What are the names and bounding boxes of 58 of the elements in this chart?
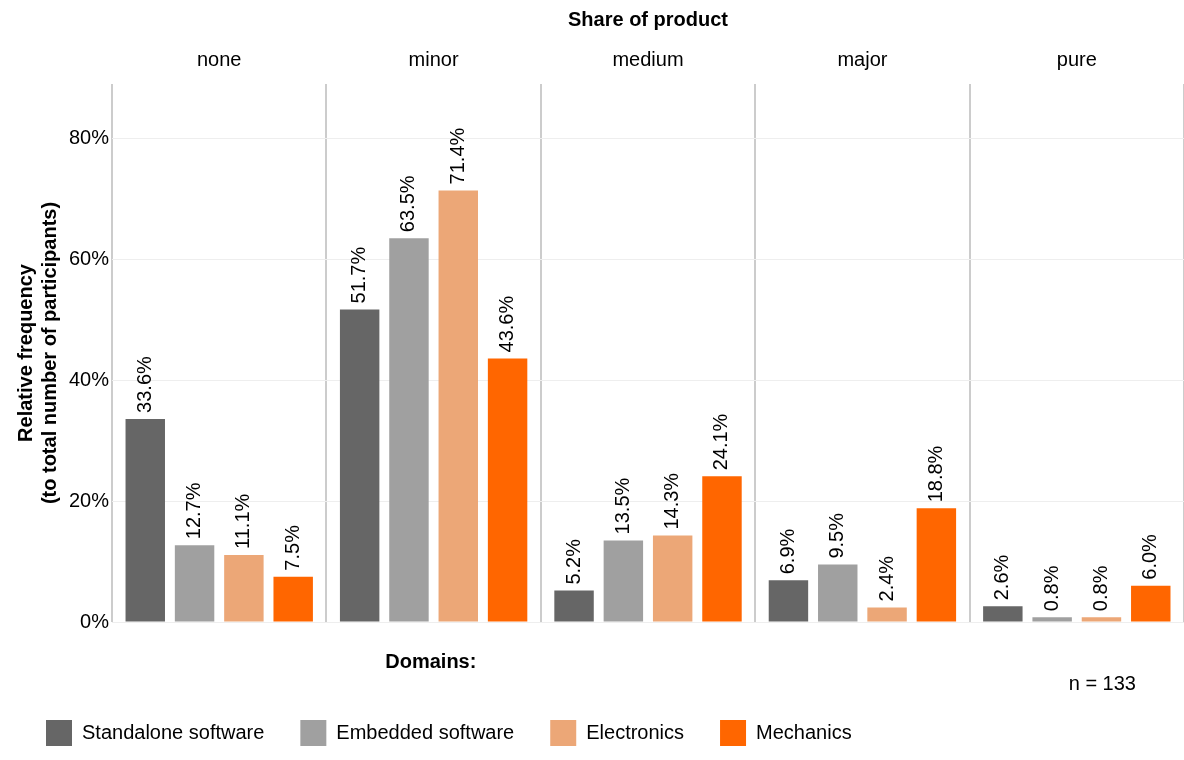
bar bbox=[1131, 585, 1171, 622]
legend-label: Standalone software bbox=[82, 720, 265, 743]
x-tick-label: minor bbox=[408, 47, 459, 70]
bar bbox=[438, 190, 478, 622]
data-label: 11.1% bbox=[231, 493, 254, 549]
bar bbox=[389, 238, 429, 622]
data-label: 0.8% bbox=[1088, 565, 1111, 612]
y-axis-title: Relative frequency (to total number of participants) bbox=[13, 201, 60, 505]
data-label: 71.4% bbox=[445, 127, 468, 185]
bar bbox=[487, 358, 528, 622]
data-label: 33.6% bbox=[132, 355, 155, 413]
data-label: 24.1% bbox=[709, 413, 732, 471]
y-tick-label: 0% bbox=[80, 609, 110, 632]
data-label: 2.6% bbox=[990, 554, 1013, 601]
text: n = 133 bbox=[1068, 672, 1136, 695]
bar bbox=[125, 418, 165, 622]
y-tick-label: 80% bbox=[69, 125, 110, 148]
data-label: 6.0% bbox=[1138, 533, 1161, 580]
bar bbox=[273, 576, 313, 622]
data-label: 2.4% bbox=[874, 555, 897, 602]
x-tick-label: major bbox=[837, 47, 888, 70]
x-axis-title: Share of product bbox=[568, 7, 729, 30]
bar bbox=[652, 535, 693, 622]
legend-label: Mechanics bbox=[756, 720, 852, 743]
bar bbox=[339, 309, 380, 622]
data-label: 14.3% bbox=[660, 472, 683, 530]
x-tick-label: none bbox=[196, 47, 242, 70]
bar bbox=[1081, 617, 1122, 622]
bar bbox=[818, 564, 858, 622]
x-tick-label: pure bbox=[1056, 47, 1097, 70]
bar bbox=[768, 580, 809, 622]
bar bbox=[224, 554, 264, 622]
bar bbox=[603, 540, 644, 622]
data-label: 12.7% bbox=[182, 482, 205, 540]
data-label: 0.8% bbox=[1039, 565, 1062, 612]
data-label: 51.7% bbox=[347, 246, 370, 304]
data-label: 18.8% bbox=[923, 445, 946, 503]
data-label: 9.5% bbox=[825, 512, 848, 559]
legend-label: Electronics bbox=[586, 720, 685, 743]
legend-title: Domains: bbox=[385, 649, 477, 672]
data-label: 5.2% bbox=[561, 538, 584, 585]
data-label: 63.5% bbox=[396, 175, 419, 233]
bar bbox=[867, 607, 907, 622]
bar bbox=[554, 590, 594, 622]
bar bbox=[983, 606, 1023, 622]
bar bbox=[702, 476, 742, 622]
data-label: 43.6% bbox=[495, 295, 518, 353]
y-tick-label: 40% bbox=[69, 367, 110, 390]
bar bbox=[916, 508, 957, 622]
legend-label: Embedded software bbox=[336, 720, 515, 743]
bar bbox=[1032, 617, 1072, 622]
bar bbox=[174, 545, 215, 622]
data-label: 13.5% bbox=[610, 477, 633, 535]
x-tick-label: medium bbox=[612, 47, 684, 70]
data-label: 7.5% bbox=[280, 524, 303, 571]
y-tick-label: 20% bbox=[69, 488, 110, 511]
data-label: 6.9% bbox=[775, 528, 798, 575]
y-tick-label: 60% bbox=[69, 246, 110, 269]
